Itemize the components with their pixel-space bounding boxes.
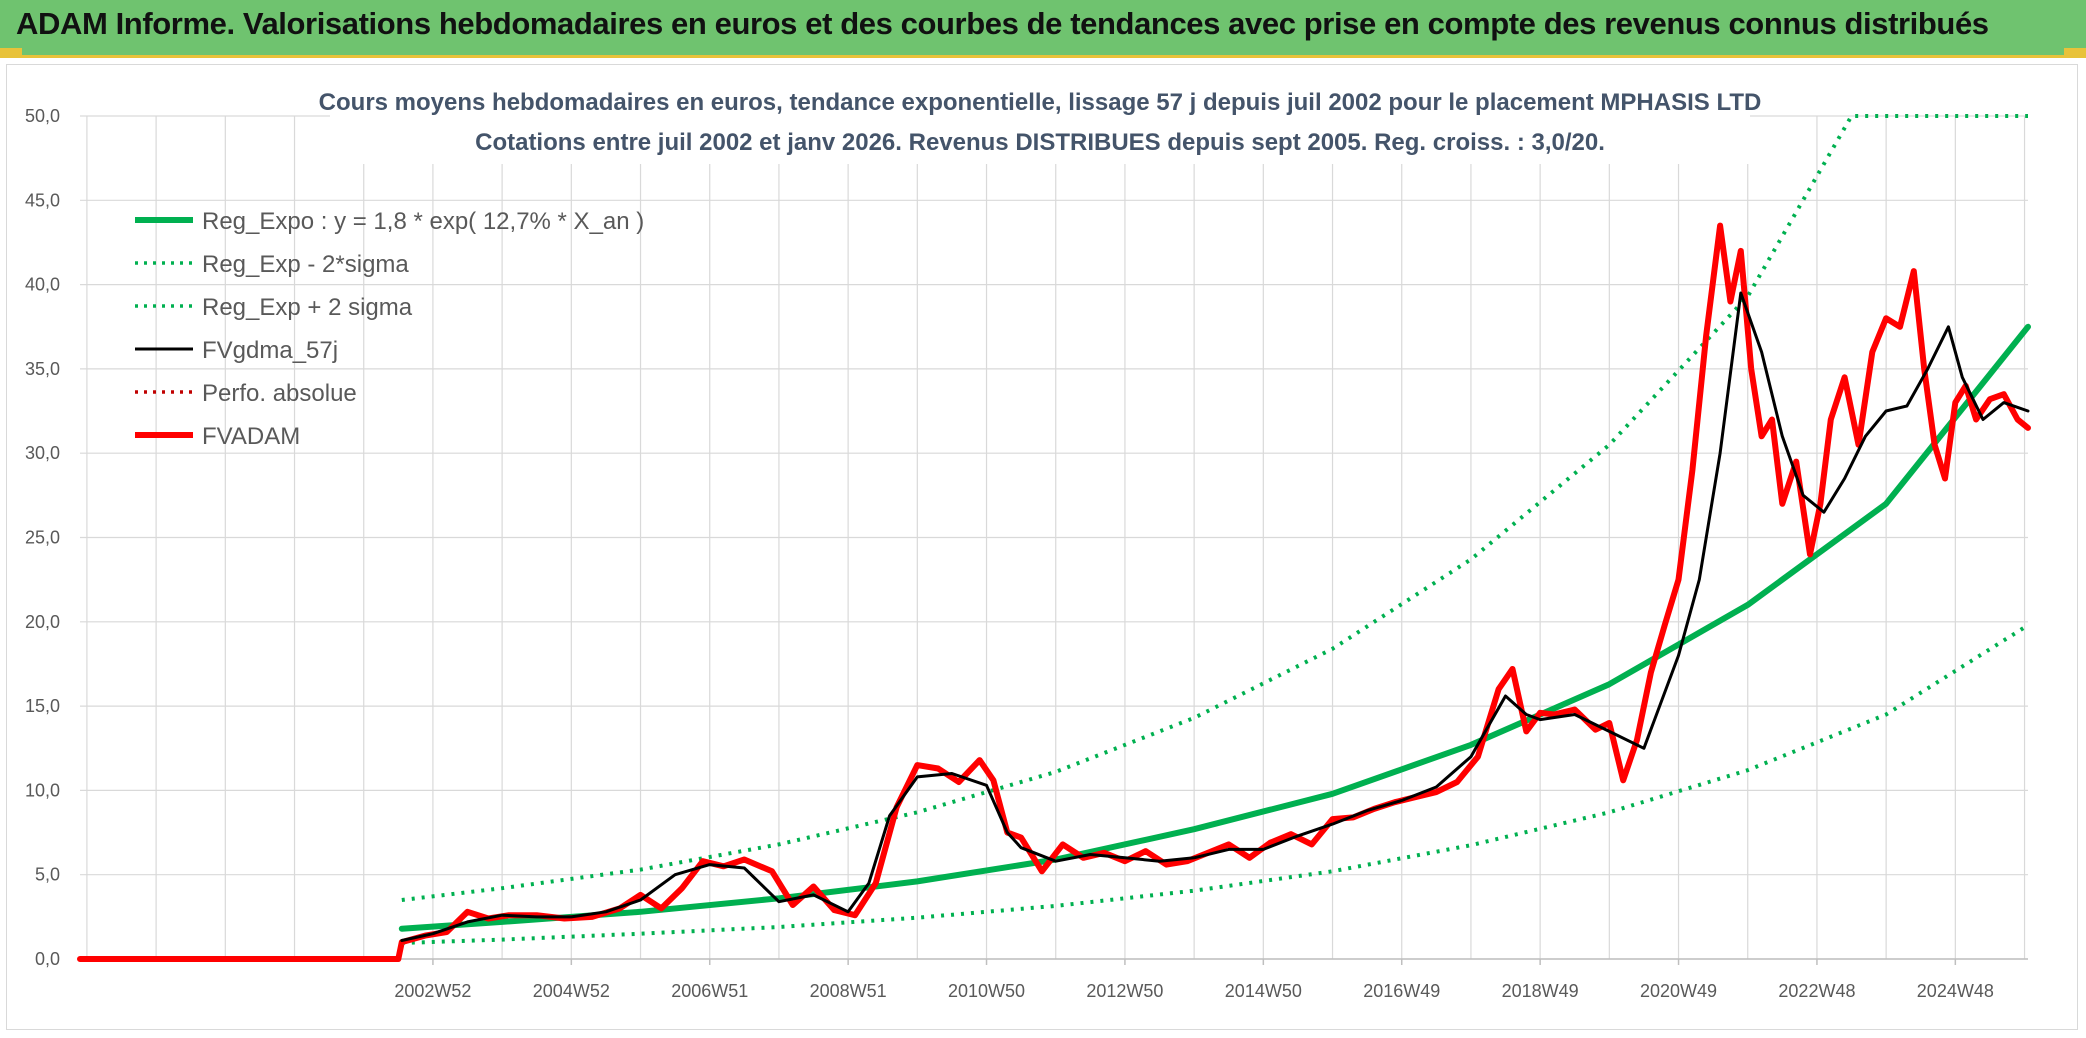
y-tick-label: 0,0 — [35, 949, 60, 969]
x-tick-label: 2014W50 — [1225, 981, 1302, 1001]
title-background — [330, 80, 1750, 164]
x-tick-label: 2024W48 — [1917, 981, 1994, 1001]
y-tick-label: 50,0 — [25, 106, 60, 126]
x-tick-label: 2016W49 — [1363, 981, 1440, 1001]
legend: Reg_Expo : y = 1,8 * exp( 12,7% * X_an )… — [135, 208, 644, 450]
axes: 0,0 5,0 10,0 15,0 20,0 25,0 30,0 35,0 40,0 45,0 50… — [25, 106, 2028, 1001]
x-tick-label: 2008W51 — [810, 981, 887, 1001]
banner-corner-right — [2064, 48, 2086, 58]
y-tick-label: 15,0 — [25, 696, 60, 716]
x-tick-label: 2012W50 — [1086, 981, 1163, 1001]
legend-label: Reg_Expo : y = 1,8 * exp( 12,7% * X_an ) — [202, 208, 644, 235]
y-tick-label: 40,0 — [25, 275, 60, 295]
y-tick-label: 25,0 — [25, 528, 60, 548]
chart-title: Cours moyens hebdomadaires en euros, ten… — [319, 89, 1762, 116]
legend-label: Perfo. absolue — [202, 380, 357, 407]
y-tick-label: 5,0 — [35, 865, 60, 885]
series-line-1 — [401, 623, 2030, 945]
x-tick-label: 2006W51 — [671, 981, 748, 1001]
y-tick-label: 10,0 — [25, 780, 60, 800]
series-layer — [77, 114, 2031, 962]
y-tick-label: 30,0 — [25, 443, 60, 463]
legend-label: FVgdma_57j — [202, 337, 338, 364]
report-title: ADAM Informe. Valorisations hebdomadaire… — [16, 6, 1989, 41]
x-tick-label: 2010W50 — [948, 981, 1025, 1001]
legend-label: FVADAM — [202, 423, 300, 450]
x-tick-label: 2002W52 — [394, 981, 471, 1001]
series-line-3 — [400, 291, 2030, 942]
x-tick-label: 2004W52 — [533, 981, 610, 1001]
chart-subtitle: Cotations entre juil 2002 et janv 2026. … — [475, 129, 1605, 156]
banner-corner-left — [0, 48, 22, 58]
y-tick-label: 35,0 — [25, 359, 60, 379]
grid — [80, 115, 2028, 960]
series-line-2 — [401, 114, 2028, 902]
x-tick-label: 2020W49 — [1640, 981, 1717, 1001]
legend-label: Reg_Exp - 2*sigma — [202, 251, 409, 278]
x-tick-label: 2018W49 — [1502, 981, 1579, 1001]
report-banner: ADAM Informe. Valorisations hebdomadaire… — [0, 0, 2086, 58]
x-tick-label: 2022W48 — [1778, 981, 1855, 1001]
y-tick-label: 20,0 — [25, 612, 60, 632]
legend-label: Reg_Exp + 2 sigma — [202, 294, 413, 321]
chart-frame — [6, 64, 2078, 1030]
y-tick-label: 45,0 — [25, 190, 60, 210]
series-line-0 — [398, 323, 2031, 932]
